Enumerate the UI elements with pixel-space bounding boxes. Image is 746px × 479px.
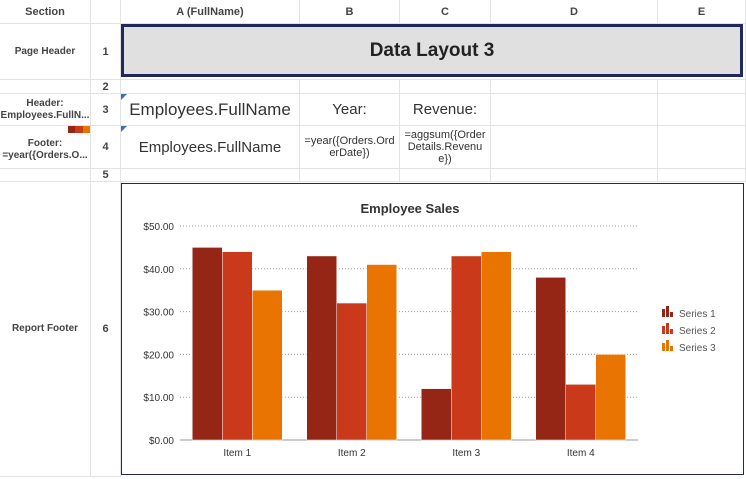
bar-3-3	[481, 251, 512, 441]
legend-icon-2b	[666, 323, 669, 334]
legend-icon-3b	[666, 340, 669, 351]
column-header-e[interactable]: E	[658, 0, 746, 24]
cell-d4[interactable]	[491, 126, 658, 169]
row-number-2[interactable]: 2	[91, 80, 121, 94]
bar-1-3	[421, 388, 452, 441]
row-number-5[interactable]: 5	[91, 169, 121, 182]
column-header-b[interactable]: B	[300, 0, 400, 24]
section-report-footer[interactable]: Report Footer	[0, 182, 91, 477]
cell-a3[interactable]: Employees.FullName	[121, 94, 300, 126]
legend-icon-3a	[662, 343, 665, 351]
bar-2-3	[451, 255, 482, 441]
cell-a3-text: Employees.FullName	[129, 99, 291, 119]
y-tick-label-4: $40.00	[143, 265, 174, 276]
column-header-d[interactable]: D	[491, 0, 658, 24]
bar-1-4	[535, 277, 566, 441]
bar-2-1	[222, 251, 253, 441]
row-number-1[interactable]: 1	[91, 24, 121, 80]
cell-e2[interactable]	[658, 80, 746, 94]
bar-1-2	[306, 255, 337, 441]
cell-a4[interactable]: Employees.FullName	[121, 126, 300, 169]
column-header-corner	[91, 0, 121, 24]
column-header-c[interactable]: C	[400, 0, 491, 24]
section-row-2	[0, 80, 91, 94]
section-page-header[interactable]: Page Header	[0, 24, 91, 80]
section-group-header[interactable]: Header: Employees.FullN...	[0, 94, 91, 126]
legend-icon-1c	[670, 312, 673, 317]
row-number-4[interactable]: 4	[91, 126, 121, 169]
bar-2-2	[336, 302, 367, 441]
legend-icon-1a	[662, 309, 665, 317]
chart-container[interactable]: Employee Sales $0.00 $10.00 $20.00 $30.00 $40…	[121, 183, 744, 475]
x-tick-label-4: Item 4	[567, 448, 595, 459]
bar-2-4	[565, 384, 596, 441]
legend-icon-1b	[666, 306, 669, 317]
cell-b2[interactable]	[300, 80, 400, 94]
y-tick-label-3: $30.00	[143, 308, 174, 319]
legend-label-1: Series 1	[679, 309, 716, 320]
field-marker-icon	[121, 126, 127, 132]
column-header-a[interactable]: A (FullName)	[121, 0, 300, 24]
cell-e5[interactable]	[658, 169, 746, 182]
group-color-swatch-icon	[68, 126, 90, 133]
section-group-footer-line2: =year({Orders.O...	[2, 150, 88, 161]
cell-c3[interactable]: Revenue:	[400, 94, 491, 126]
x-tick-label-1: Item 1	[223, 448, 251, 459]
cell-d3[interactable]	[491, 94, 658, 126]
row-number-6[interactable]: 6	[91, 182, 121, 477]
y-tick-label-2: $20.00	[143, 350, 174, 361]
cell-c2[interactable]	[400, 80, 491, 94]
cell-e3[interactable]	[658, 94, 746, 126]
y-tick-label-0: $0.00	[149, 436, 174, 447]
section-group-footer-line1: Footer:	[27, 138, 63, 149]
y-tick-label-1: $10.00	[143, 393, 174, 404]
cell-a2[interactable]	[121, 80, 300, 94]
cell-d5[interactable]	[491, 169, 658, 182]
section-row-5	[0, 169, 91, 182]
section-group-header-line2: Employees.FullN...	[0, 109, 90, 121]
legend-icon-3c	[670, 346, 673, 351]
cell-e4[interactable]	[658, 126, 746, 169]
legend-icon-2c	[670, 329, 673, 334]
report-title-field[interactable]: Data Layout 3	[121, 24, 743, 77]
cell-b4[interactable]: =year({Orders.OrderDate})	[300, 126, 400, 169]
row-number-3[interactable]: 3	[91, 94, 121, 126]
bar-3-1	[252, 289, 283, 441]
cell-c4[interactable]: =aggsum({OrderDetails.Revenue})	[400, 126, 491, 169]
chart-title: Employee Sales	[361, 201, 460, 216]
x-tick-label-3: Item 3	[452, 448, 480, 459]
bar-1-1	[192, 247, 223, 441]
section-group-footer[interactable]: Footer: =year({Orders.O...	[0, 126, 91, 169]
cell-a4-text: Employees.FullName	[138, 138, 282, 156]
legend-label-2: Series 2	[679, 326, 716, 337]
field-marker-icon	[121, 94, 127, 100]
section-group-header-line1: Header:	[26, 97, 64, 109]
bar-3-2	[366, 264, 397, 441]
cell-b5[interactable]	[300, 169, 400, 182]
column-header-section[interactable]: Section	[0, 0, 91, 24]
cell-a5[interactable]	[121, 169, 300, 182]
legend-label-3: Series 3	[679, 343, 716, 354]
x-tick-label-2: Item 2	[338, 448, 366, 459]
legend-icon-2a	[662, 326, 665, 334]
cell-b3[interactable]: Year:	[300, 94, 400, 126]
bar-chart: Employee Sales $0.00 $10.00 $20.00 $30.00 $40…	[143, 201, 716, 459]
bar-3-4	[595, 354, 626, 441]
cell-d2[interactable]	[491, 80, 658, 94]
cell-c5[interactable]	[400, 169, 491, 182]
y-tick-label-5: $50.00	[143, 222, 174, 233]
